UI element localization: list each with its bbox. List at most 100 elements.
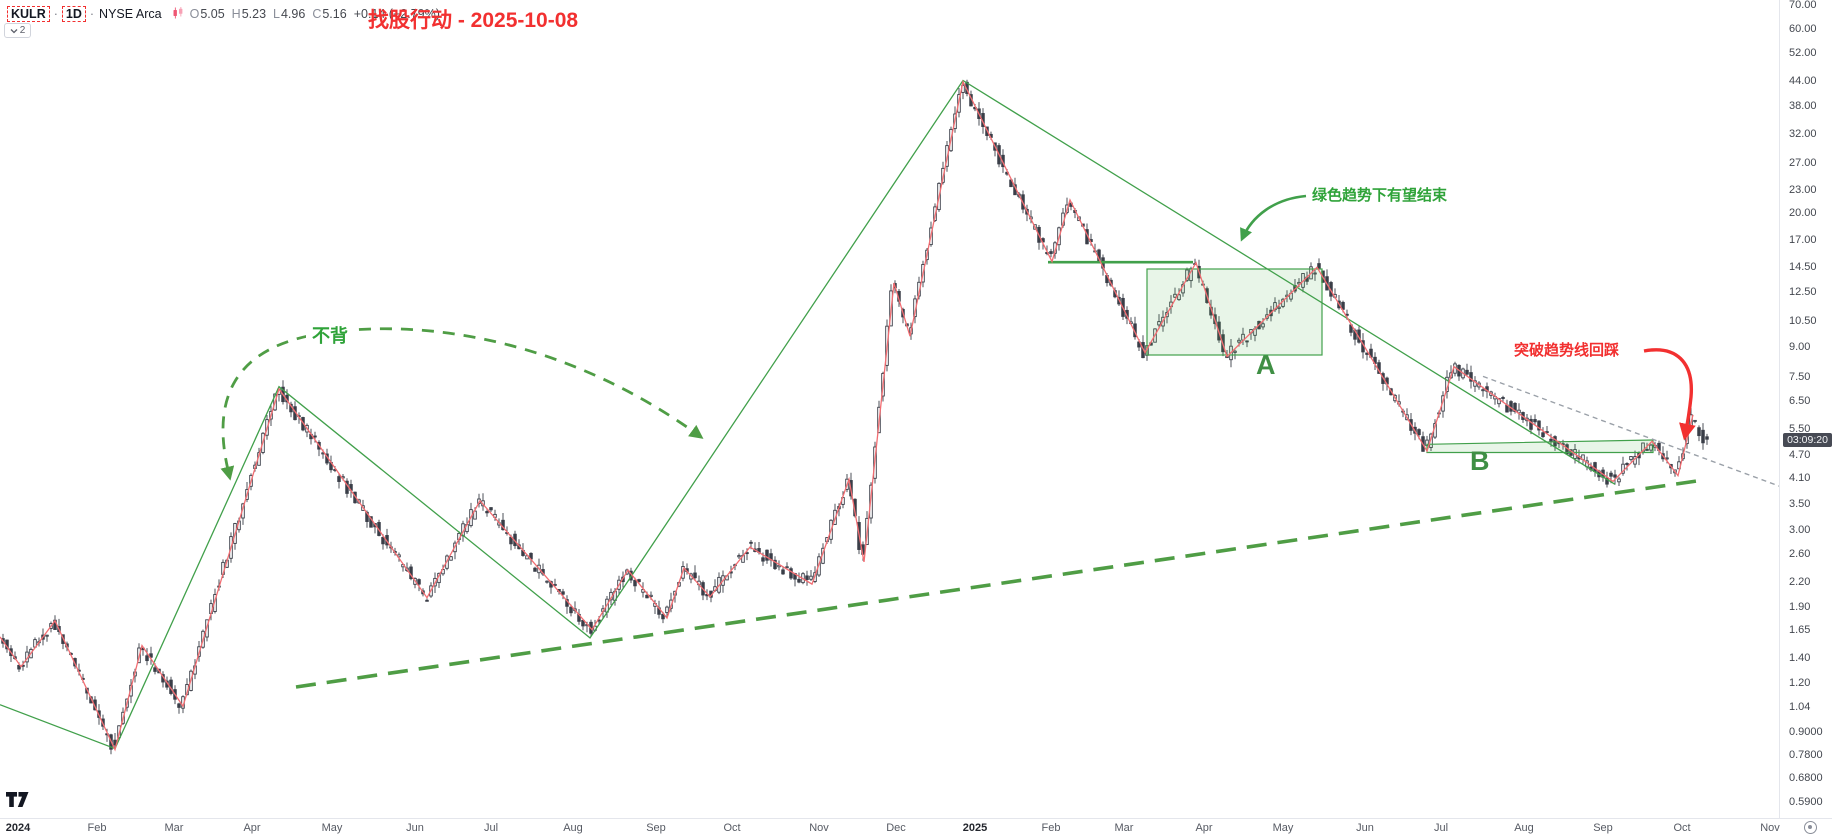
zone-label-a[interactable]: A bbox=[1256, 350, 1276, 380]
price-axis-label: 3.50 bbox=[1789, 498, 1811, 511]
indicator-count: 2 bbox=[19, 25, 26, 36]
time-axis-month-label: Jun bbox=[1356, 822, 1374, 834]
price-axis-label: 6.50 bbox=[1789, 394, 1811, 407]
time-axis-month-label: Jul bbox=[1433, 822, 1449, 834]
time-axis-month-label: May bbox=[1272, 822, 1294, 834]
breakout-pullback-red-arrow bbox=[1643, 348, 1696, 441]
price-axis-label: 1.65 bbox=[1789, 624, 1811, 637]
price-axis-label: 27.00 bbox=[1789, 156, 1817, 169]
price-axis-label: 0.5900 bbox=[1789, 796, 1823, 809]
legend-separator: · bbox=[53, 7, 58, 21]
green-major-trend-zigzag bbox=[0, 79, 1616, 750]
price-axis-label: 2.60 bbox=[1789, 548, 1811, 561]
legend-separator: · bbox=[89, 7, 95, 21]
time-axis-month-label: Nov bbox=[1760, 822, 1780, 834]
legend-collapse-button[interactable]: 2 bbox=[4, 23, 31, 38]
price-axis-label: 1.90 bbox=[1789, 600, 1811, 613]
ohlc-change: +0.14 (+2.79%) bbox=[353, 7, 440, 21]
no-divergence-note[interactable]: 不背 bbox=[306, 322, 354, 348]
interval-selector[interactable]: 1D bbox=[61, 6, 86, 22]
price-axis-label: 1.20 bbox=[1789, 677, 1811, 690]
candlestick-logo-icon bbox=[172, 6, 184, 22]
time-axis-month-label: Aug bbox=[1514, 822, 1534, 834]
time-axis-month-label: Feb bbox=[1041, 822, 1061, 834]
red-swing-zigzag bbox=[0, 79, 1694, 752]
time-axis-month-label: May bbox=[321, 822, 343, 834]
broken-trendline-extension-dashed bbox=[1482, 375, 1831, 506]
symbol-legend[interactable]: KULR · 1D · NYSE Arca O 5.05 H 5.23 L 4.96 … bbox=[6, 5, 440, 23]
ohlc-high-value: 5.23 bbox=[241, 7, 267, 21]
time-axis-divider bbox=[0, 818, 1832, 819]
price-axis-label: 1.04 bbox=[1789, 701, 1811, 714]
time-axis-month-label: Jul bbox=[483, 822, 499, 834]
ohlc-high-label: H bbox=[231, 7, 241, 21]
support-box-b bbox=[1426, 439, 1654, 454]
price-axis-label: 9.00 bbox=[1789, 340, 1811, 353]
ohlc-open-label: O bbox=[189, 7, 200, 21]
price-axis-label: 5.50 bbox=[1789, 422, 1811, 435]
price-axis-label: 2.20 bbox=[1789, 576, 1811, 589]
time-axis-month-label: Dec bbox=[886, 822, 906, 834]
exchange-name: NYSE Arca bbox=[99, 7, 162, 21]
zone-label-b[interactable]: B bbox=[1470, 446, 1490, 476]
bar-countdown-badge: 03:09:20 bbox=[1783, 433, 1832, 447]
price-axis-label: 17.00 bbox=[1789, 234, 1817, 247]
ohlc-close-value: 5.16 bbox=[322, 7, 347, 21]
candles-layer bbox=[1, 79, 1709, 755]
price-axis-label: 70.00 bbox=[1789, 0, 1817, 11]
time-axis-month-label: Jun bbox=[406, 822, 424, 834]
price-axis-label: 44.00 bbox=[1789, 75, 1817, 88]
chevron-down-icon bbox=[10, 28, 18, 33]
price-axis-label: 3.00 bbox=[1789, 524, 1811, 537]
green-trend-note[interactable]: 绿色趋势下有望结束 bbox=[1312, 187, 1448, 204]
price-axis-label: 10.50 bbox=[1789, 314, 1817, 327]
time-axis-month-label: Feb bbox=[87, 822, 107, 834]
ohlc-low-label: L bbox=[273, 7, 280, 21]
clock-settings-icon[interactable] bbox=[1804, 821, 1817, 834]
price-axis-label: 4.10 bbox=[1789, 471, 1811, 484]
price-axis-label: 32.00 bbox=[1789, 128, 1817, 141]
price-axis-label: 7.50 bbox=[1789, 371, 1811, 383]
price-axis[interactable]: 03:09:20 70.00 60.00 52.00 44.00 38.00 32.00 2… bbox=[1780, 0, 1832, 818]
price-axis-label: 1.40 bbox=[1789, 651, 1811, 664]
price-axis-label: 0.9000 bbox=[1789, 725, 1823, 738]
annotation-arrows-layer[interactable] bbox=[220, 194, 1696, 481]
time-axis-month-label: Apr bbox=[243, 822, 261, 834]
long-term-support-dashed-line bbox=[295, 478, 1701, 689]
time-axis-month-label: Mar bbox=[164, 822, 184, 834]
time-axis-month-label: Aug bbox=[563, 822, 583, 834]
time-axis-year-label: 2024 bbox=[5, 822, 31, 834]
tradingview-logo[interactable] bbox=[6, 792, 29, 812]
price-axis-label: 0.6800 bbox=[1789, 772, 1823, 785]
time-axis-month-label: Nov bbox=[809, 822, 829, 834]
price-axis-label: 20.00 bbox=[1789, 207, 1817, 219]
time-axis-month-label: Mar bbox=[1114, 822, 1134, 834]
price-axis-label: 60.00 bbox=[1789, 23, 1817, 36]
time-axis-year-label: 2025 bbox=[962, 822, 988, 834]
trend-lines-layer[interactable] bbox=[0, 79, 1831, 752]
price-axis-divider bbox=[1779, 0, 1780, 819]
time-axis-month-label: Sep bbox=[646, 822, 666, 834]
price-axis-label: 14.50 bbox=[1789, 260, 1817, 273]
symbol-name[interactable]: KULR bbox=[7, 6, 50, 22]
price-axis-label: 0.7800 bbox=[1789, 749, 1823, 762]
price-axis-label: 23.00 bbox=[1789, 183, 1817, 196]
price-axis-label: 12.50 bbox=[1789, 285, 1817, 298]
price-axis-label: 52.00 bbox=[1789, 47, 1817, 60]
price-axis-label: 4.70 bbox=[1789, 449, 1811, 462]
time-axis-month-label: Sep bbox=[1593, 822, 1613, 834]
time-axis[interactable]: 2024 Feb Mar Apr May Jun Jul Aug Sep Oct Nov Dec 202… bbox=[0, 819, 1832, 838]
time-axis-month-label: Apr bbox=[1195, 822, 1213, 834]
green-note-arrow bbox=[1240, 194, 1307, 242]
time-axis-month-label: Oct bbox=[723, 822, 741, 834]
ohlc-open-value: 5.05 bbox=[200, 7, 225, 21]
accumulation-box-a bbox=[1146, 268, 1323, 356]
highlight-boxes-layer[interactable] bbox=[1048, 260, 1654, 454]
page-title[interactable]: 找股行动 - 2025-10-08 bbox=[368, 9, 579, 32]
ohlc-close-label: C bbox=[312, 7, 322, 21]
price-axis-label: 38.00 bbox=[1789, 99, 1817, 112]
breakout-pullback-note[interactable]: 突破趋势线回踩 bbox=[1514, 342, 1620, 359]
ohlc-low-value: 4.96 bbox=[280, 7, 306, 21]
